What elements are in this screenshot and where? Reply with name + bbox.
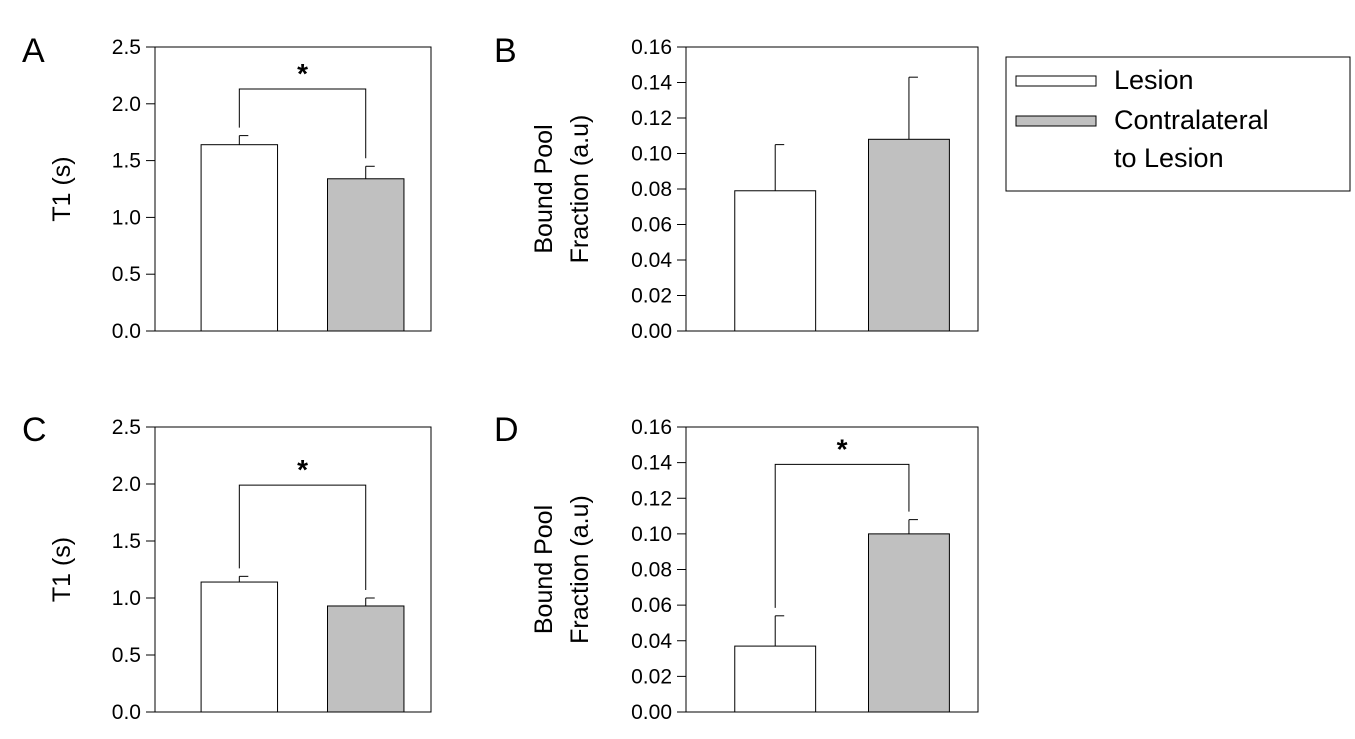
legend-label: to Lesion	[1114, 143, 1224, 173]
y-tick-label: 0.0	[112, 320, 141, 343]
y-tick-label: 1.0	[112, 206, 141, 229]
y-tick-label: 0.02	[631, 285, 672, 308]
bar-lesion	[200, 144, 279, 332]
panel-d: D * 0.00 0.02 0.04 0.06 0.08 0.10 0.12 0.14 0.16 Bo…	[494, 411, 979, 724]
significance-bracket	[774, 463, 910, 608]
panel-letter: C	[22, 411, 47, 449]
y-axis-label: T1 (s)	[48, 156, 76, 221]
significance-bracket	[238, 484, 367, 590]
significance-marker: *	[297, 454, 308, 485]
bar-lesion	[734, 645, 817, 713]
legend-label: Lesion	[1114, 65, 1194, 95]
panel-c: C * 0.0 0.5 1.0 1.5 2.0 2.5 T1 (s)	[22, 411, 432, 724]
panel-b: B 0.00 0.02 0.04 0.06 0.08 0.10 0.12 0.14 0.16 Bou…	[494, 32, 979, 343]
y-tick-label: 0.5	[112, 644, 141, 667]
panel-a: A * 0.0 0.5 1.0 1.5 2.0 2.5 T1 (s)	[22, 32, 432, 343]
plot-frame	[154, 46, 432, 332]
bar-lesion	[734, 190, 817, 332]
y-tick-label: 0.16	[631, 416, 672, 439]
legend-swatch-contralateral	[1015, 115, 1097, 127]
y-tick-label: 0.04	[631, 630, 672, 653]
y-tick-label: 2.0	[112, 93, 141, 116]
significance-bracket	[238, 88, 367, 159]
bar-lesion	[200, 581, 279, 713]
y-axis-label: Bound Pool	[530, 505, 558, 634]
legend: Lesion Contralateral to Lesion	[1005, 56, 1351, 192]
y-tick-label: 0.12	[631, 107, 672, 130]
panel-letter: D	[494, 411, 519, 449]
y-axis-label: Fraction (a.u)	[566, 115, 594, 264]
significance-marker: *	[837, 433, 848, 464]
y-tick-label: 0.10	[631, 143, 672, 166]
legend-label: Contralateral	[1114, 105, 1269, 135]
panel-letter: A	[22, 32, 45, 70]
y-tick-label: 0.10	[631, 523, 672, 546]
y-tick-label: 2.5	[112, 416, 141, 439]
y-axis-label: Bound Pool	[530, 124, 558, 253]
y-tick-label: 0.06	[631, 594, 672, 617]
y-tick-label: 0.08	[631, 178, 672, 201]
significance-marker: *	[297, 58, 308, 89]
bar-contralateral	[327, 178, 405, 332]
legend-swatch-lesion	[1015, 75, 1097, 87]
y-tick-label: 0.16	[631, 36, 672, 59]
y-tick-label: 0.02	[631, 665, 672, 688]
y-tick-label: 0.14	[631, 72, 672, 95]
y-tick-label: 0.14	[631, 452, 672, 475]
y-tick-label: 1.5	[112, 530, 141, 553]
bar-contralateral	[327, 605, 405, 713]
bar-contralateral	[868, 138, 950, 332]
y-tick-label: 0.5	[112, 263, 141, 286]
y-tick-label: 0.00	[631, 701, 672, 724]
y-tick-label: 1.5	[112, 150, 141, 173]
y-tick-label: 2.5	[112, 36, 141, 59]
y-axis-label: T1 (s)	[48, 537, 76, 602]
y-tick-label: 0.08	[631, 559, 672, 582]
panel-letter: B	[494, 32, 517, 70]
y-tick-label: 1.0	[112, 587, 141, 610]
y-tick-label: 0.0	[112, 701, 141, 724]
y-tick-label: 2.0	[112, 473, 141, 496]
y-tick-label: 0.00	[631, 320, 672, 343]
y-tick-label: 0.04	[631, 249, 672, 272]
plot-frame	[154, 426, 432, 713]
bar-contralateral	[868, 533, 950, 713]
y-tick-label: 0.12	[631, 487, 672, 510]
y-axis-label: Fraction (a.u)	[566, 495, 594, 644]
y-tick-label: 0.06	[631, 214, 672, 237]
